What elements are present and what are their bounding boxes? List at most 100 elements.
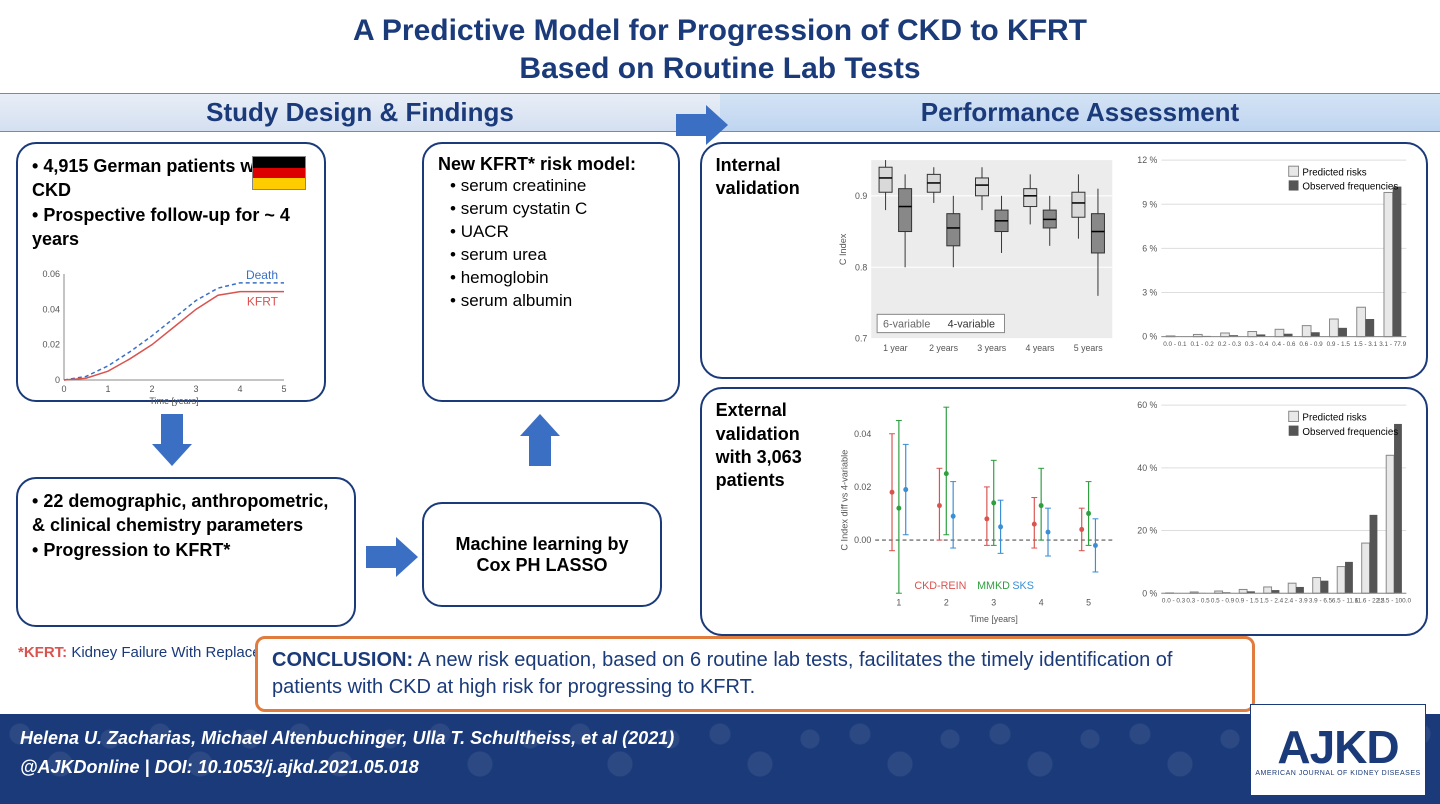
svg-text:2.4 - 3.9: 2.4 - 3.9 bbox=[1284, 597, 1308, 604]
svg-text:3: 3 bbox=[991, 597, 996, 607]
svg-text:Observed frequencies: Observed frequencies bbox=[1302, 427, 1398, 438]
svg-text:2: 2 bbox=[149, 384, 154, 394]
svg-text:0.02: 0.02 bbox=[854, 482, 871, 492]
svg-text:1.5 - 3.1: 1.5 - 3.1 bbox=[1354, 341, 1378, 348]
external-validation-label: External validation with 3,063 patients bbox=[716, 399, 824, 624]
footer: *KFRT: Kidney Failure With Replacement T… bbox=[0, 644, 1440, 804]
cumulative-incidence-chart: 00.020.040.06012345Time [years]DeathKFRT bbox=[32, 266, 292, 406]
content-area: 4,915 German patients with CKD Prospecti… bbox=[0, 132, 1440, 640]
svg-text:6-variable: 6-variable bbox=[883, 318, 930, 330]
svg-text:0.0 - 0.1: 0.0 - 0.1 bbox=[1163, 341, 1187, 348]
svg-text:Death: Death bbox=[246, 268, 278, 282]
title-line-2: Based on Routine Lab Tests bbox=[0, 50, 1440, 88]
svg-text:5 years: 5 years bbox=[1073, 343, 1102, 353]
svg-text:4-variable: 4-variable bbox=[947, 318, 994, 330]
svg-text:0.6 - 0.9: 0.6 - 0.9 bbox=[1299, 341, 1323, 348]
handle-doi-text: @AJKDonline | DOI: 10.1053/j.ajkd.2021.0… bbox=[20, 757, 1420, 778]
svg-text:0.4 - 0.6: 0.4 - 0.6 bbox=[1272, 341, 1296, 348]
svg-text:5: 5 bbox=[1086, 597, 1091, 607]
svg-text:0.04: 0.04 bbox=[854, 429, 871, 439]
svg-text:0.06: 0.06 bbox=[42, 269, 60, 279]
svg-text:6 %: 6 % bbox=[1142, 243, 1157, 253]
ajkd-logo-small: AMERICAN JOURNAL OF KIDNEY DISEASES bbox=[1255, 770, 1420, 777]
svg-text:20 %: 20 % bbox=[1137, 526, 1157, 536]
svg-text:4 years: 4 years bbox=[1025, 343, 1054, 353]
risk-model-item: serum urea bbox=[438, 244, 664, 267]
title-line-1: A Predictive Model for Progression of CK… bbox=[0, 12, 1440, 50]
box-cohort: 4,915 German patients with CKD Prospecti… bbox=[16, 142, 326, 402]
svg-text:0 %: 0 % bbox=[1142, 332, 1157, 342]
svg-text:12 %: 12 % bbox=[1137, 155, 1157, 165]
svg-text:MMKD: MMKD bbox=[977, 580, 1010, 592]
risk-model-item: serum creatinine bbox=[438, 175, 664, 198]
svg-text:1.5 - 2.4: 1.5 - 2.4 bbox=[1260, 597, 1284, 604]
svg-text:0: 0 bbox=[61, 384, 66, 394]
svg-text:0: 0 bbox=[55, 375, 60, 385]
svg-text:0.1 - 0.2: 0.1 - 0.2 bbox=[1190, 341, 1214, 348]
svg-text:C Index: C Index bbox=[838, 233, 848, 265]
svg-text:1 year: 1 year bbox=[883, 343, 908, 353]
svg-text:0.9: 0.9 bbox=[855, 191, 867, 201]
ajkd-logo: AJKD AMERICAN JOURNAL OF KIDNEY DISEASES bbox=[1250, 704, 1426, 796]
section-header-left: Study Design & Findings bbox=[0, 94, 720, 131]
svg-text:40 %: 40 % bbox=[1137, 463, 1157, 473]
svg-text:Time [years]: Time [years] bbox=[149, 396, 198, 406]
svg-text:9 %: 9 % bbox=[1142, 199, 1157, 209]
ml-method-text: Machine learning by Cox PH LASSO bbox=[438, 534, 646, 576]
svg-text:4: 4 bbox=[1038, 597, 1043, 607]
svg-text:SKS: SKS bbox=[1012, 580, 1034, 592]
svg-text:0.00: 0.00 bbox=[854, 535, 871, 545]
page-title: A Predictive Model for Progression of CK… bbox=[0, 0, 1440, 93]
svg-text:0.02: 0.02 bbox=[42, 340, 60, 350]
authors-text: Helena U. Zacharias, Michael Altenbuchin… bbox=[20, 728, 1420, 749]
svg-text:0.9 - 1.5: 0.9 - 1.5 bbox=[1235, 597, 1259, 604]
box-ml-method: Machine learning by Cox PH LASSO bbox=[422, 502, 662, 607]
svg-text:0.0 - 0.3: 0.0 - 0.3 bbox=[1162, 597, 1186, 604]
risk-model-item: serum albumin bbox=[438, 290, 664, 313]
svg-text:3.1 - 77.9: 3.1 - 77.9 bbox=[1379, 341, 1406, 348]
svg-text:0.04: 0.04 bbox=[42, 305, 60, 315]
svg-text:Observed frequencies: Observed frequencies bbox=[1302, 181, 1398, 192]
svg-text:22.5 - 100.0: 22.5 - 100.0 bbox=[1377, 597, 1411, 604]
cohort-line2: Prospective follow-up for ~ 4 years bbox=[32, 203, 310, 252]
right-column: Internal validation 0.70.80.9C Index1 ye… bbox=[700, 142, 1428, 636]
svg-text:0.9 - 1.5: 0.9 - 1.5 bbox=[1326, 341, 1350, 348]
svg-text:3 %: 3 % bbox=[1142, 287, 1157, 297]
box-parameters: 22 demographic, anthropometric, & clinic… bbox=[16, 477, 356, 627]
risk-model-item: serum cystatin C bbox=[438, 198, 664, 221]
svg-text:0.2 - 0.3: 0.2 - 0.3 bbox=[1218, 341, 1242, 348]
svg-text:0 %: 0 % bbox=[1142, 588, 1157, 598]
panel-external-validation: External validation with 3,063 patients … bbox=[700, 387, 1428, 636]
panel-internal-validation: Internal validation 0.70.80.9C Index1 ye… bbox=[700, 142, 1428, 379]
svg-text:2 years: 2 years bbox=[929, 343, 958, 353]
svg-text:1: 1 bbox=[896, 597, 901, 607]
ajkd-logo-big: AJKD bbox=[1277, 724, 1398, 770]
svg-text:Time [years]: Time [years] bbox=[969, 614, 1017, 624]
svg-text:0.7: 0.7 bbox=[855, 334, 867, 344]
svg-text:3: 3 bbox=[193, 384, 198, 394]
params-line1: 22 demographic, anthropometric, & clinic… bbox=[32, 489, 340, 538]
svg-text:1: 1 bbox=[105, 384, 110, 394]
risk-model-item: hemoglobin bbox=[438, 267, 664, 290]
boxplot-chart: 0.7 0.8 0.9 C Index 1 year 2 years 3 years 4 ye… bbox=[834, 154, 1118, 367]
svg-text:Predicted risks: Predicted risks bbox=[1302, 412, 1366, 423]
svg-text:4: 4 bbox=[237, 384, 242, 394]
citation-band: Helena U. Zacharias, Michael Altenbuchin… bbox=[0, 714, 1440, 804]
svg-text:2: 2 bbox=[944, 597, 949, 607]
svg-text:Predicted risks: Predicted risks bbox=[1302, 167, 1366, 178]
svg-text:60 %: 60 % bbox=[1137, 400, 1157, 410]
svg-text:0.3 - 0.4: 0.3 - 0.4 bbox=[1245, 341, 1269, 348]
svg-text:0.5 - 0.9: 0.5 - 0.9 bbox=[1211, 597, 1235, 604]
box-risk-model: New KFRT* risk model: serum creatininese… bbox=[422, 142, 680, 402]
conclusion-head: CONCLUSION: bbox=[272, 649, 413, 671]
risk-model-item: UACR bbox=[438, 221, 664, 244]
conclusion-box: CONCLUSION: A new risk equation, based o… bbox=[255, 636, 1255, 712]
params-line2: Progression to KFRT* bbox=[32, 538, 340, 562]
svg-text:3 years: 3 years bbox=[977, 343, 1006, 353]
left-column: 4,915 German patients with CKD Prospecti… bbox=[12, 142, 692, 636]
external-bar-chart: 0 %20 %40 %60 %0.0 - 0.30.3 - 0.50.5 - 0… bbox=[1128, 399, 1412, 624]
internal-bar-chart: 0 % 3 % 6 % 9 % 12 % 0.0 - 0.10.1 - 0.2 0.2 - … bbox=[1128, 154, 1412, 367]
svg-text:0.8: 0.8 bbox=[855, 262, 867, 272]
svg-text:5: 5 bbox=[281, 384, 286, 394]
errorbar-chart: 0.000.020.04C Index diff vs 4-variable12… bbox=[834, 399, 1118, 624]
